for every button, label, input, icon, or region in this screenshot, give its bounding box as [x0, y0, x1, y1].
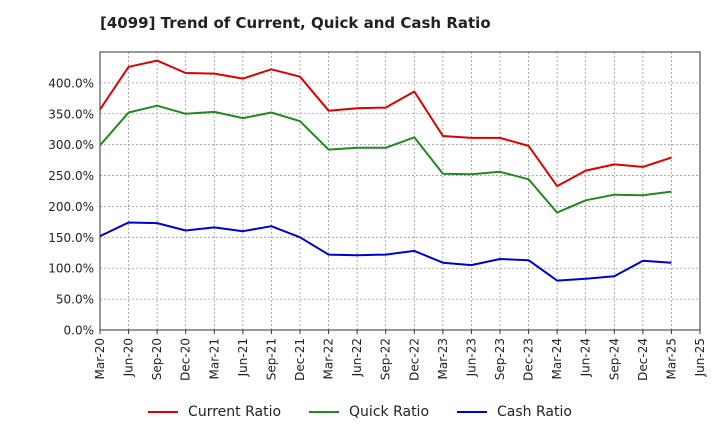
y-tick-label: 0.0%: [64, 324, 95, 338]
y-tick-label: 300.0%: [48, 138, 94, 152]
y-tick-label: 250.0%: [48, 169, 94, 183]
legend-label-quick-ratio: Quick Ratio: [349, 404, 430, 420]
x-tick-label: Jun-23: [464, 338, 478, 377]
plot-frame: [99, 51, 701, 331]
x-tick-label: Dec-21: [293, 338, 307, 381]
legend-swatch-cash-ratio: [457, 411, 488, 413]
x-tick-label: Jun-24: [579, 338, 593, 377]
legend-swatch-current-ratio: [148, 411, 179, 413]
series-lines: [99, 59, 672, 282]
x-tick-label: Jun-22: [350, 338, 364, 377]
grid-lines: [100, 52, 700, 330]
x-tick-label: Mar-23: [436, 338, 450, 379]
y-tick-label: 400.0%: [48, 76, 94, 90]
legend-label-current-ratio: Current Ratio: [188, 404, 282, 420]
series-line-quick-ratio: [99, 104, 672, 214]
series-line-current-ratio: [99, 59, 672, 188]
x-tick-label: Sep-20: [150, 338, 164, 380]
x-tick-label: Sep-24: [607, 338, 621, 380]
legend: Current Ratio Quick Ratio Cash Ratio: [0, 404, 720, 420]
legend-swatch-quick-ratio: [309, 411, 340, 413]
x-tick-label: Jun-25: [693, 338, 707, 377]
legend-label-cash-ratio: Cash Ratio: [497, 404, 572, 420]
y-tick-label: 200.0%: [48, 200, 94, 214]
x-tick-label: Dec-23: [522, 338, 536, 381]
x-tick-label: Dec-20: [179, 338, 193, 381]
x-tick-label: Jun-20: [122, 338, 136, 377]
x-tick-label: Sep-22: [379, 338, 393, 380]
x-tick-label: Sep-21: [264, 338, 278, 380]
y-tick-label: 150.0%: [48, 231, 94, 245]
x-tick-label: Mar-20: [93, 338, 107, 379]
x-tick-label: Mar-25: [664, 338, 678, 379]
y-tick-label: 350.0%: [48, 107, 94, 121]
x-tick-label: Sep-23: [493, 338, 507, 380]
legend-item-cash-ratio: Cash Ratio: [457, 404, 572, 420]
y-tick-label: 50.0%: [56, 293, 94, 307]
axes: 0.0% 50.0% 100.0% 150.0% 200.0% 250.0% 300.0% 3…: [48, 51, 707, 381]
x-tick-label: Mar-22: [322, 338, 336, 379]
legend-item-quick-ratio: Quick Ratio: [309, 404, 429, 420]
x-tick-label: Dec-24: [636, 338, 650, 381]
x-tick-label: Mar-21: [207, 338, 221, 379]
x-tick-label: Dec-22: [407, 338, 421, 381]
x-tick-label: Mar-24: [550, 338, 564, 379]
x-tick-label: Jun-21: [236, 338, 250, 377]
chart-title: [4099] Trend of Current, Quick and Cash …: [100, 14, 491, 32]
legend-item-current-ratio: Current Ratio: [148, 404, 281, 420]
series-line-cash-ratio: [99, 221, 672, 282]
y-tick-label: 100.0%: [48, 262, 94, 276]
